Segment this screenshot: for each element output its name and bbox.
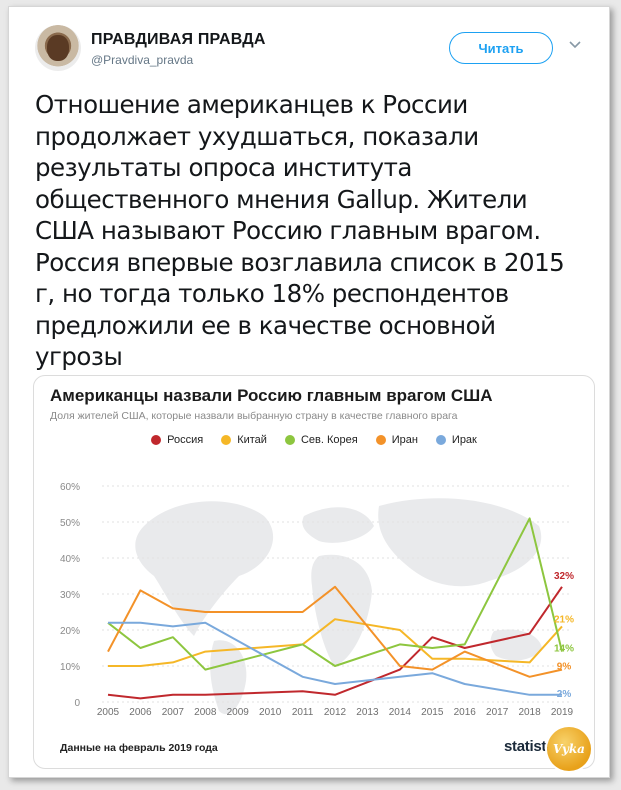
x-tick-label: 2006 xyxy=(129,707,152,718)
x-tick-label: 2019 xyxy=(551,707,574,718)
y-tick-label: 40% xyxy=(60,554,80,565)
x-tick-label: 2013 xyxy=(356,707,379,718)
end-label-Россия: 32% xyxy=(554,571,574,582)
chart-title: Американцы назвали Россию главным врагом… xyxy=(50,386,493,405)
y-tick-label: 10% xyxy=(60,662,80,673)
watermark-logo: Vyka xyxy=(547,727,591,771)
user-handle[interactable]: @Pravdiva_pravda xyxy=(91,53,194,67)
chart-grid xyxy=(102,485,570,703)
x-tick-label: 2010 xyxy=(259,707,282,718)
avatar[interactable] xyxy=(35,25,81,71)
end-labels: 32% 21% 14% 9% 2% xyxy=(554,571,574,700)
legend-dot xyxy=(375,435,386,445)
y-tick-label: 60% xyxy=(60,482,80,493)
source-note: Данные на февраль 2019 года xyxy=(60,742,218,754)
legend-item: Сев. Корея xyxy=(284,434,358,446)
y-tick-label: 0 xyxy=(74,698,80,709)
chevron-down-icon[interactable] xyxy=(568,38,582,52)
x-tick-label: 2012 xyxy=(324,707,347,718)
legend-dot xyxy=(221,435,232,445)
x-tick-label: 2009 xyxy=(227,707,250,718)
x-tick-label: 2005 xyxy=(97,707,120,718)
end-label-Иран: 9% xyxy=(557,662,572,673)
chart-series xyxy=(107,517,563,700)
end-label-Сев. Корея: 14% xyxy=(554,644,574,655)
user-name[interactable]: ПРАВДИВАЯ ПРАВДА xyxy=(91,31,266,48)
map-region-3 xyxy=(311,554,372,666)
follow-button[interactable]: Читать xyxy=(449,32,553,64)
legend-label: Иран xyxy=(391,434,418,446)
legend-item: Иран xyxy=(375,434,418,446)
end-label-Ирак: 2% xyxy=(557,689,572,700)
map-region-5 xyxy=(490,629,542,661)
chart-card[interactable]: 0 10% 20% 30% 40% 50% 60% 2005 2006 2007 2008 2009… xyxy=(33,375,595,769)
x-tick-label: 2007 xyxy=(162,707,185,718)
x-tick-label: 2014 xyxy=(389,707,412,718)
y-axis: 0 10% 20% 30% 40% 50% 60% xyxy=(60,482,80,709)
x-tick-label: 2016 xyxy=(454,707,477,718)
map-region-0 xyxy=(135,501,274,636)
x-tick-label: 2015 xyxy=(421,707,444,718)
chart-subtitle: Доля жителей США, которые назвали выбран… xyxy=(50,410,458,422)
x-tick-label: 2018 xyxy=(518,707,541,718)
map-region-1 xyxy=(210,640,247,715)
end-label-Китай: 21% xyxy=(554,614,574,625)
legend-item: Ирак xyxy=(435,434,477,446)
legend-label: Сев. Корея xyxy=(300,434,358,446)
legend-dot xyxy=(284,435,295,445)
avatar-image xyxy=(47,35,69,61)
x-tick-label: 2011 xyxy=(292,707,314,718)
map-region-4 xyxy=(378,498,542,587)
line-chart: 0 10% 20% 30% 40% 50% 60% 2005 2006 2007 2008 2009… xyxy=(60,482,574,718)
tweet-text: Отношение американцев к России продолжае… xyxy=(35,90,565,371)
series-line-Ирак xyxy=(108,621,562,696)
series-line-Иран xyxy=(107,585,563,678)
series-line-Россия xyxy=(107,586,563,700)
legend-label: Китай xyxy=(237,434,267,446)
x-axis: 2005 2006 2007 2008 2009 2010 2011 2012 2013 2014… xyxy=(97,707,574,718)
x-tick-label: 2008 xyxy=(194,707,217,718)
legend-label: Ирак xyxy=(451,434,477,446)
legend-item: Россия xyxy=(151,434,203,446)
x-tick-label: 2017 xyxy=(486,707,509,718)
legend-dot xyxy=(151,435,162,445)
world-map-background xyxy=(135,498,542,715)
statista-logo[interactable]: statista xyxy=(504,738,555,755)
legend-label: Россия xyxy=(167,434,204,446)
tweet-card: ПРАВДИВАЯ ПРАВДА @Pravdiva_pravda Читать… xyxy=(8,6,610,778)
chart-legend: Россия Китай Сев. Корея Иран Ирак xyxy=(34,434,594,446)
series-line-Сев. Корея xyxy=(107,517,563,671)
legend-dot xyxy=(435,435,446,445)
map-region-2 xyxy=(302,507,374,543)
y-tick-label: 20% xyxy=(60,626,80,637)
legend-item: Китай xyxy=(221,434,267,446)
y-tick-label: 50% xyxy=(60,518,80,529)
y-tick-label: 30% xyxy=(60,590,80,601)
